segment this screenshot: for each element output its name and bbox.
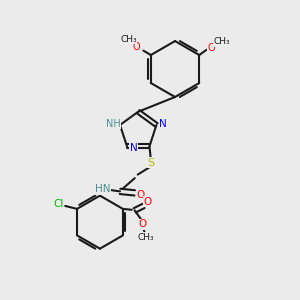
Text: N: N <box>159 119 167 129</box>
Text: HN: HN <box>94 184 110 194</box>
Text: CH₃: CH₃ <box>137 233 154 242</box>
Text: CH₃: CH₃ <box>120 35 137 44</box>
Text: O: O <box>143 197 152 207</box>
Text: O: O <box>133 42 140 52</box>
Text: S: S <box>147 158 155 168</box>
Text: CH₃: CH₃ <box>213 37 230 46</box>
Text: O: O <box>136 190 145 200</box>
Text: O: O <box>139 220 147 230</box>
Text: NH: NH <box>106 119 120 129</box>
Text: O: O <box>208 43 215 53</box>
Text: Cl: Cl <box>54 200 64 209</box>
Text: N: N <box>130 142 137 152</box>
